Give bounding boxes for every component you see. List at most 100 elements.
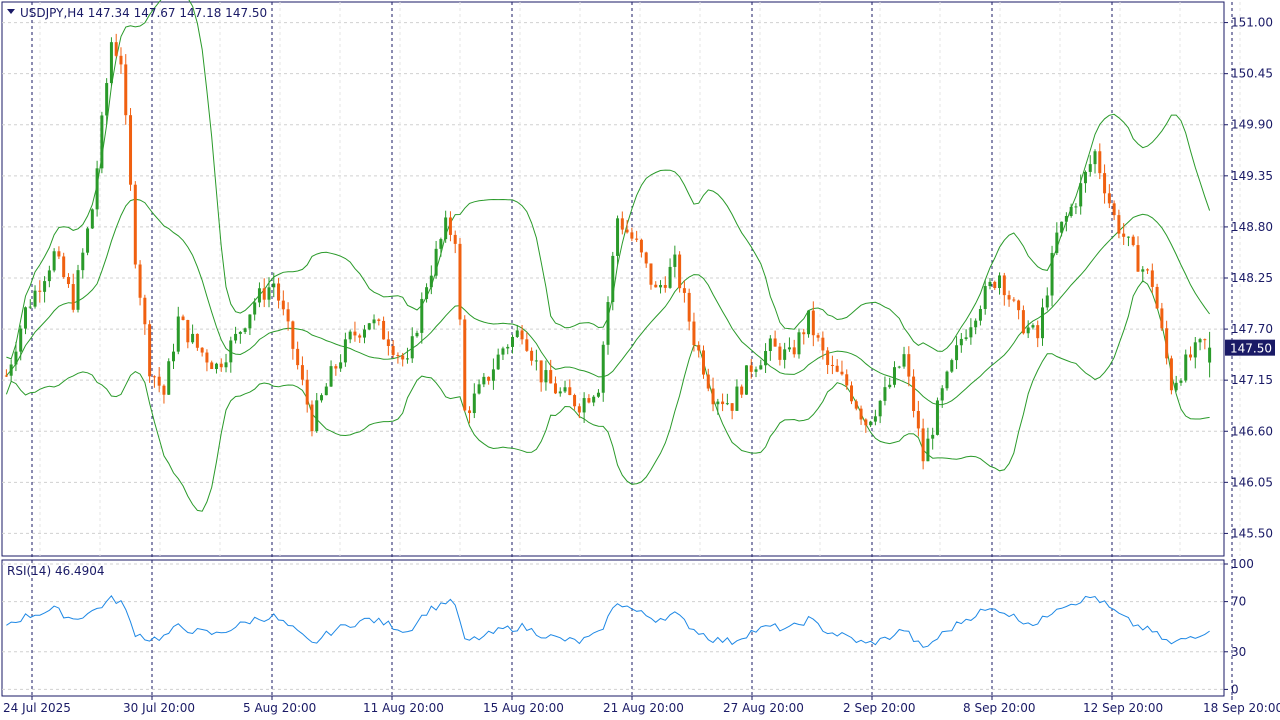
candle-body <box>386 339 390 346</box>
candle-body <box>100 115 104 169</box>
time-axis[interactable]: 24 Jul 2025 30 Jul 20:00 5 Aug 20:00 11 Aug… <box>3 696 1280 715</box>
candle-body <box>892 367 896 385</box>
candle-body <box>47 270 51 282</box>
candle-body <box>854 401 858 409</box>
candle-body <box>224 362 228 368</box>
candle-body <box>592 396 596 403</box>
time-axis-label: 15 Aug 20:00 <box>483 701 564 715</box>
candle-body <box>90 209 94 229</box>
candle-body <box>272 283 276 288</box>
candle-body <box>339 362 343 369</box>
candle-body <box>639 239 643 253</box>
candle-body <box>830 364 834 366</box>
rsi-header-text: RSI(14) 46.4904 <box>7 564 105 578</box>
candle-body <box>477 384 481 394</box>
time-axis-label: 8 Sep 20:00 <box>963 701 1035 715</box>
candle-body <box>1155 286 1159 309</box>
candle-body <box>286 309 290 322</box>
candle-body <box>444 217 448 240</box>
candle-body <box>143 297 147 325</box>
candle-body <box>525 339 529 351</box>
candle-body <box>205 352 209 363</box>
candle-body <box>1017 300 1021 311</box>
candle-body <box>1007 295 1011 300</box>
dropdown-triangle-icon[interactable] <box>7 9 15 14</box>
bollinger-lower-line <box>5 280 1210 512</box>
candle-body <box>616 218 620 256</box>
candle-body <box>974 320 978 328</box>
candle-body <box>625 229 629 233</box>
candle-body <box>425 287 429 299</box>
candle-body <box>109 42 113 84</box>
candle-body <box>1031 325 1035 328</box>
candle-body <box>1169 358 1173 391</box>
candle-body <box>1036 325 1040 339</box>
candle-body <box>468 410 472 414</box>
candle-body <box>81 252 85 271</box>
candle-body <box>167 361 171 395</box>
rsi-axis: 100 70 30 0 <box>1224 557 1254 696</box>
candle-body <box>405 358 409 360</box>
candle-body <box>491 369 495 381</box>
candle-body <box>611 255 615 303</box>
time-axis-label: 27 Aug 20:00 <box>723 701 804 715</box>
candle-body <box>1203 339 1207 341</box>
time-axis-label: 21 Aug 20:00 <box>603 701 684 715</box>
candle-body <box>1174 382 1178 391</box>
price-axis[interactable]: 151.00 150.45 149.90 149.35 148.80 148.25 147.… <box>1224 16 1273 541</box>
candle-body <box>62 256 66 278</box>
candle-body <box>334 366 338 369</box>
candle-body <box>587 398 591 403</box>
candle-body <box>23 307 27 329</box>
candle-body <box>453 234 457 244</box>
candle-body <box>826 350 830 365</box>
candle-body <box>95 168 99 210</box>
candle-body <box>1074 206 1078 208</box>
candle-body <box>869 421 873 426</box>
candle-body <box>534 360 538 362</box>
rsi-axis-label: 70 <box>1231 595 1246 609</box>
candle-body <box>926 438 930 462</box>
bollinger-middle-line <box>6 198 1211 406</box>
candle-body <box>959 338 963 346</box>
candle-body <box>105 83 109 116</box>
candle-body <box>1012 299 1016 301</box>
candle-body <box>195 333 199 348</box>
candle-body <box>764 351 768 366</box>
candle-body <box>300 365 304 380</box>
candle-body <box>367 323 371 330</box>
time-axis-label: 2 Sep 20:00 <box>843 701 915 715</box>
candle-body <box>916 411 920 429</box>
candle-body <box>701 350 705 375</box>
candle-body <box>993 281 997 289</box>
candle-body <box>1026 327 1030 334</box>
candle-body <box>463 319 467 411</box>
candle-body <box>129 115 133 185</box>
price-axis-label: 148.80 <box>1231 220 1273 234</box>
candle-body <box>520 330 524 340</box>
candle-body <box>797 332 801 355</box>
price-axis-label: 147.15 <box>1231 373 1273 387</box>
candle-body <box>310 404 314 432</box>
candle-body <box>873 416 877 422</box>
candle-body <box>262 288 266 300</box>
price-axis-label: 147.70 <box>1231 322 1273 336</box>
candle-body <box>1184 354 1188 381</box>
candle-body <box>759 365 763 370</box>
price-axis-label: 149.90 <box>1231 118 1273 132</box>
candle-body <box>563 387 567 392</box>
candle-body <box>343 339 347 363</box>
candle-body <box>396 354 400 356</box>
candle-body <box>28 306 32 308</box>
candle-body <box>792 347 796 355</box>
candle-body <box>511 336 515 347</box>
candle-body <box>845 374 849 386</box>
candle-body <box>420 298 424 333</box>
candle-body <box>377 319 381 321</box>
candle-body <box>969 327 973 338</box>
candle-body <box>119 55 123 65</box>
time-axis-label: 11 Aug 20:00 <box>363 701 444 715</box>
time-axis-label: 18 Sep 20:00 <box>1203 701 1280 715</box>
symbol-header[interactable]: USDJPY,H4 147.34 147.67 147.18 147.50 <box>7 6 267 20</box>
